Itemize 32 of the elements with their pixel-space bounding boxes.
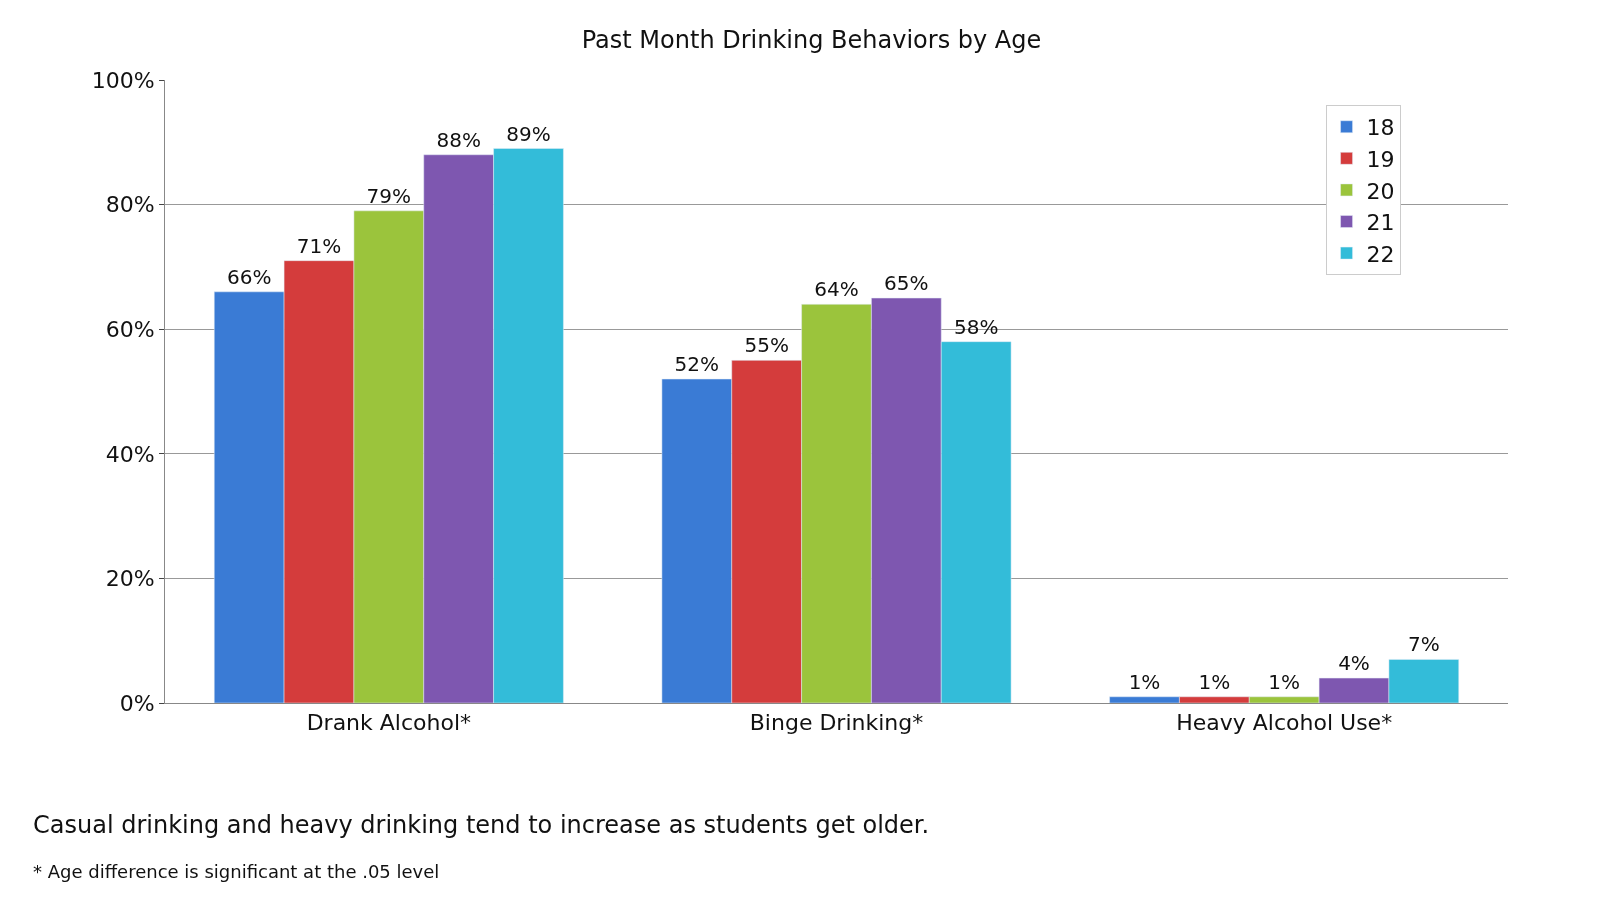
legend-label: 22 xyxy=(1366,241,1395,267)
data-label: 64% xyxy=(814,277,859,302)
y-tick-label: 60% xyxy=(105,316,155,342)
data-label: 58% xyxy=(953,314,999,339)
legend-label: 20 xyxy=(1366,178,1395,204)
legend-label: 21 xyxy=(1366,210,1395,236)
data-label: 1% xyxy=(1128,669,1161,694)
data-label: 1% xyxy=(1268,669,1301,694)
data-label: 79% xyxy=(366,183,412,208)
legend-label: 18 xyxy=(1366,115,1395,141)
data-label: 71% xyxy=(296,233,342,258)
x-tick-label: Drank Alcohol* xyxy=(306,710,472,736)
data-label: 65% xyxy=(884,271,929,296)
chart-title: Past Month Drinking Behaviors by Age xyxy=(581,26,1042,55)
data-label: 52% xyxy=(674,352,720,377)
legend-label: 19 xyxy=(1366,146,1395,172)
x-tick-label: Binge Drinking* xyxy=(749,710,924,736)
data-label: 4% xyxy=(1338,651,1370,676)
data-label: 66% xyxy=(226,264,272,289)
data-label: 89% xyxy=(506,121,551,146)
data-label: 1% xyxy=(1198,669,1231,694)
y-tick-label: 80% xyxy=(105,192,155,218)
text: * Age difference is significant at the .05 level xyxy=(33,861,440,882)
y-tick-label: 0% xyxy=(119,690,155,716)
y-tick-label: 20% xyxy=(105,566,155,592)
data-label: 88% xyxy=(436,127,481,152)
y-tick-label: 100% xyxy=(91,67,155,93)
y-tick-label: 40% xyxy=(105,441,155,467)
data-label: 55% xyxy=(744,333,789,358)
data-label: 7% xyxy=(1407,632,1440,657)
x-tick-label: Heavy Alcohol Use* xyxy=(1176,710,1393,736)
text: Casual drinking and heavy drinking tend to increase as students get older. xyxy=(33,811,930,839)
